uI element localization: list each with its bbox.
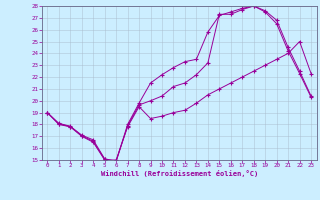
X-axis label: Windchill (Refroidissement éolien,°C): Windchill (Refroidissement éolien,°C)	[100, 170, 258, 177]
